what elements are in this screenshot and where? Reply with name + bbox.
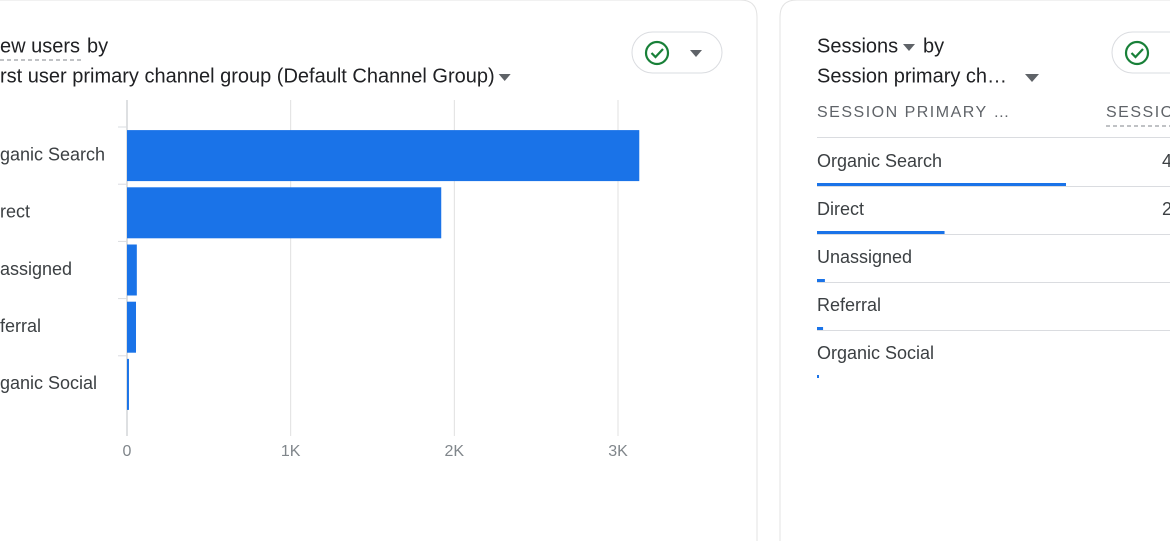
dropdown-icon[interactable]	[498, 74, 511, 81]
row-label: Direct	[817, 199, 864, 219]
dimension[interactable]: rst user primary channel group (Default …	[0, 65, 495, 87]
x-tick-label: 1K	[281, 443, 301, 460]
x-tick-label: 3K	[608, 443, 628, 460]
y-tick-label: rect	[0, 202, 30, 222]
column-header[interactable]: SESSIO	[1106, 104, 1170, 121]
by-label: by	[923, 35, 944, 57]
left-card-border	[0, 0, 758, 541]
row-bar	[817, 231, 945, 234]
y-tick-label: ferral	[0, 316, 41, 336]
x-tick-label: 2K	[445, 443, 465, 460]
bar	[127, 187, 442, 239]
by-label: by	[87, 35, 108, 57]
row-label: Organic Social	[817, 343, 934, 363]
bar	[127, 358, 129, 410]
row-value: 2	[1162, 199, 1170, 219]
row-bar	[817, 375, 820, 378]
y-tick-label: ganic Search	[0, 144, 105, 164]
check-button[interactable]	[631, 31, 723, 74]
row-bar	[817, 327, 824, 330]
row-label: Referral	[817, 295, 881, 315]
x-tick-label: 0	[123, 443, 132, 460]
dropdown-icon[interactable]	[903, 44, 915, 51]
row-bar	[817, 183, 1066, 186]
bar	[127, 301, 137, 353]
y-tick-label: ganic Social	[0, 373, 97, 393]
right-card-border	[779, 0, 1170, 541]
row-label: Organic Search	[817, 151, 942, 171]
row-label: Unassigned	[817, 247, 912, 267]
bar	[127, 244, 137, 296]
dropdown-icon[interactable]	[1025, 74, 1039, 82]
dimension[interactable]: Session primary ch…	[817, 65, 1007, 87]
row-bar	[817, 279, 825, 282]
row-value: 4	[1162, 151, 1170, 171]
y-tick-label: assigned	[0, 259, 72, 279]
metric[interactable]: ew users	[0, 35, 80, 57]
column-header: SESSION PRIMARY …	[817, 104, 1011, 121]
check-button[interactable]	[1111, 31, 1170, 74]
metric[interactable]: Sessions	[817, 35, 898, 57]
bar	[127, 130, 640, 182]
